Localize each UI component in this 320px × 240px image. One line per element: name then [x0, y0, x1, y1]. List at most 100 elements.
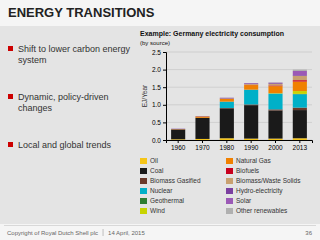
bar — [293, 91, 307, 94]
bar — [171, 129, 185, 139]
x-tick-label: 2000 — [268, 144, 283, 151]
y-tick-mark — [163, 122, 166, 123]
bullet-text: Dynamic, policy-drivenchanges — [18, 92, 109, 113]
bar — [268, 86, 282, 93]
legend-swatch — [140, 168, 147, 174]
legend-label: Nuclear — [150, 187, 173, 194]
bar — [293, 138, 307, 140]
bar — [171, 129, 185, 130]
legend-item: Biomass/Waste Solids — [226, 177, 301, 184]
legend-swatch — [226, 198, 233, 204]
x-tick: 1980 — [220, 140, 235, 151]
y-tick-label: 2.5 — [152, 49, 161, 56]
bar — [293, 82, 307, 92]
x-axis: 196019701980199020002013 — [167, 140, 313, 151]
x-tick-label: 2013 — [293, 144, 308, 151]
legend-item: Wind — [140, 207, 165, 214]
bar — [293, 94, 307, 107]
y-tick-mark — [163, 70, 166, 71]
bar — [171, 128, 185, 129]
bar — [195, 139, 209, 140]
x-tick-label: 1990 — [244, 144, 259, 151]
legend-item: Other renewables — [226, 207, 288, 214]
legend-item: Oil — [140, 157, 159, 164]
x-tick-mark — [202, 140, 203, 143]
y-tick-label: 2.0 — [152, 66, 161, 73]
bar — [195, 116, 209, 117]
x-tick: 1970 — [195, 140, 210, 151]
bar — [171, 129, 185, 130]
bar — [293, 110, 307, 138]
legend-label: Hydro-electricity — [236, 187, 283, 195]
bar — [171, 129, 185, 130]
bar — [268, 110, 282, 138]
bar — [293, 71, 307, 75]
bar — [195, 117, 209, 118]
footer-text: 14 April, 2015 — [108, 230, 145, 236]
legend-item: Hydro-electricity — [226, 187, 283, 195]
legend-swatch — [140, 188, 147, 194]
footer-text: 36 — [305, 230, 312, 236]
legend-label: Natural Gas — [236, 157, 271, 164]
footer-text: Copyright of Royal Dutch Shell plc — [7, 230, 98, 236]
bar — [195, 116, 209, 117]
grid-line — [166, 52, 312, 53]
y-tick-label: 1.0 — [152, 101, 161, 108]
bar — [171, 129, 185, 130]
y-tick: 1.0 — [152, 101, 166, 108]
legend-swatch — [226, 168, 233, 174]
bars — [171, 70, 307, 140]
bar — [268, 139, 282, 140]
bar — [244, 84, 258, 86]
legend-item: Geothermal — [140, 197, 185, 204]
chart-title: Example: Germany electricity consumption — [140, 30, 284, 38]
x-tick-label: 1970 — [195, 144, 210, 151]
legend-item: Natural Gas — [226, 157, 271, 164]
bar — [293, 70, 307, 71]
legend-swatch — [226, 208, 233, 214]
bar — [195, 118, 209, 139]
bar — [293, 76, 307, 80]
legend-label: Oil — [150, 157, 159, 164]
legend-label: Biofuels — [236, 167, 260, 174]
bar — [171, 128, 185, 129]
footer-rule — [4, 225, 316, 226]
bar — [220, 98, 234, 99]
bar — [220, 98, 234, 99]
bar — [171, 128, 185, 129]
bar — [244, 85, 258, 90]
legend-label: Other renewables — [236, 207, 288, 214]
bar — [268, 94, 282, 110]
bar — [244, 90, 258, 105]
grid — [166, 52, 312, 140]
x-tick-mark — [226, 140, 227, 143]
header-bg — [0, 0, 320, 26]
bar — [220, 108, 234, 138]
legend-swatch — [140, 178, 147, 184]
bar — [268, 82, 282, 83]
y-tick: 0.5 — [152, 119, 166, 126]
bar — [195, 117, 209, 118]
page: ENERGY TRANSITIONSCopyright of Royal Dut… — [0, 0, 320, 240]
bullet — [8, 46, 13, 51]
bar — [268, 84, 282, 86]
legend-item: Nuclear — [140, 187, 173, 194]
bar — [220, 138, 234, 140]
bar — [244, 83, 258, 84]
bar — [220, 97, 234, 98]
legend-swatch — [140, 208, 147, 214]
x-tick-label: 1980 — [220, 144, 235, 151]
footer-bg — [0, 224, 320, 240]
y-tick-label: 0.5 — [152, 119, 161, 126]
bullet — [8, 142, 13, 147]
bar — [220, 97, 234, 99]
legend-label: Biomass Gasified — [150, 177, 201, 184]
bar — [195, 116, 209, 117]
y-tick-mark — [163, 140, 166, 141]
bar — [195, 116, 209, 117]
legend-item: Solar — [226, 197, 252, 204]
bar — [195, 116, 209, 117]
y-tick-mark — [163, 52, 166, 53]
grid-line — [166, 104, 312, 105]
bar — [293, 80, 307, 81]
